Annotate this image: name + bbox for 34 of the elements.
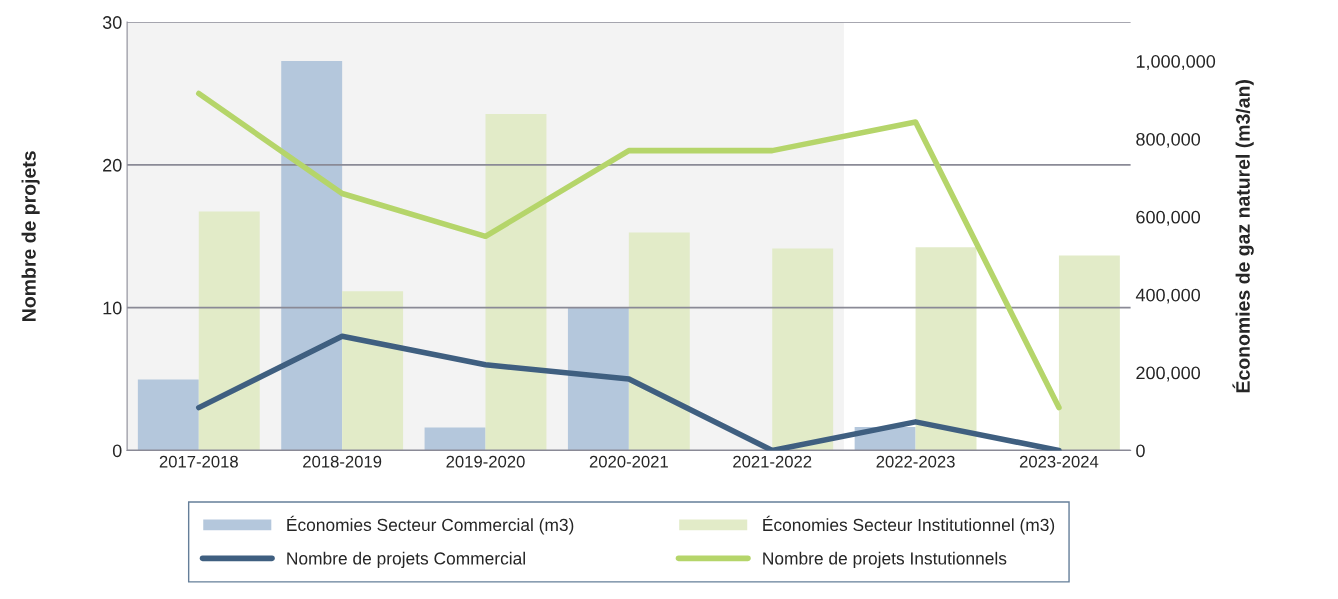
y2-tick-label: 200,000 [1136,366,1201,382]
y-tick-label: 10 [103,301,122,315]
x-tick-label: 2017-2018 [159,455,238,468]
y2-tick-label: 400,000 [1135,288,1201,304]
x-tick-label: 2019-2020 [446,455,525,468]
bar [137,379,199,451]
bar [1058,255,1120,451]
y2-axis-title: Économies de gaz naturel (m3/an) [1232,80,1254,393]
bar [915,247,977,451]
x-tick-label: 2022-2023 [876,455,955,468]
legend-label: Nombre de projets Instutionnels [763,551,1007,569]
bar [485,114,547,451]
bar [424,427,486,451]
bar [628,232,690,451]
bar [281,61,343,451]
bar [342,291,404,451]
y-tick-label: 20 [103,158,122,172]
y-tick-label: 30 [102,16,122,29]
legend-label: Économies Secteur Institutionnel (m3) [763,515,1055,535]
x-tick-label: 2023-2024 [1019,455,1099,468]
y2-tick-label: 600,000 [1136,210,1201,226]
bar [567,307,629,451]
y-tick-label: 0 [112,444,122,458]
y2-tick-label: 800,000 [1136,132,1201,148]
x-tick-label: 2018-2019 [303,455,382,468]
y-axis-title: Nombre de projets [21,151,40,321]
bar [198,211,260,451]
x-tick-label: 2021-2022 [733,455,812,468]
bar [772,248,834,451]
legend-label: Nombre de projets Commercial [287,551,525,569]
x-tick-label: 2020-2021 [589,455,668,468]
legend-label: Économies Secteur Commercial (m3) [287,515,574,535]
y2-tick-label: 0 [1136,444,1145,458]
y2-tick-label: 1,000,000 [1136,55,1216,70]
